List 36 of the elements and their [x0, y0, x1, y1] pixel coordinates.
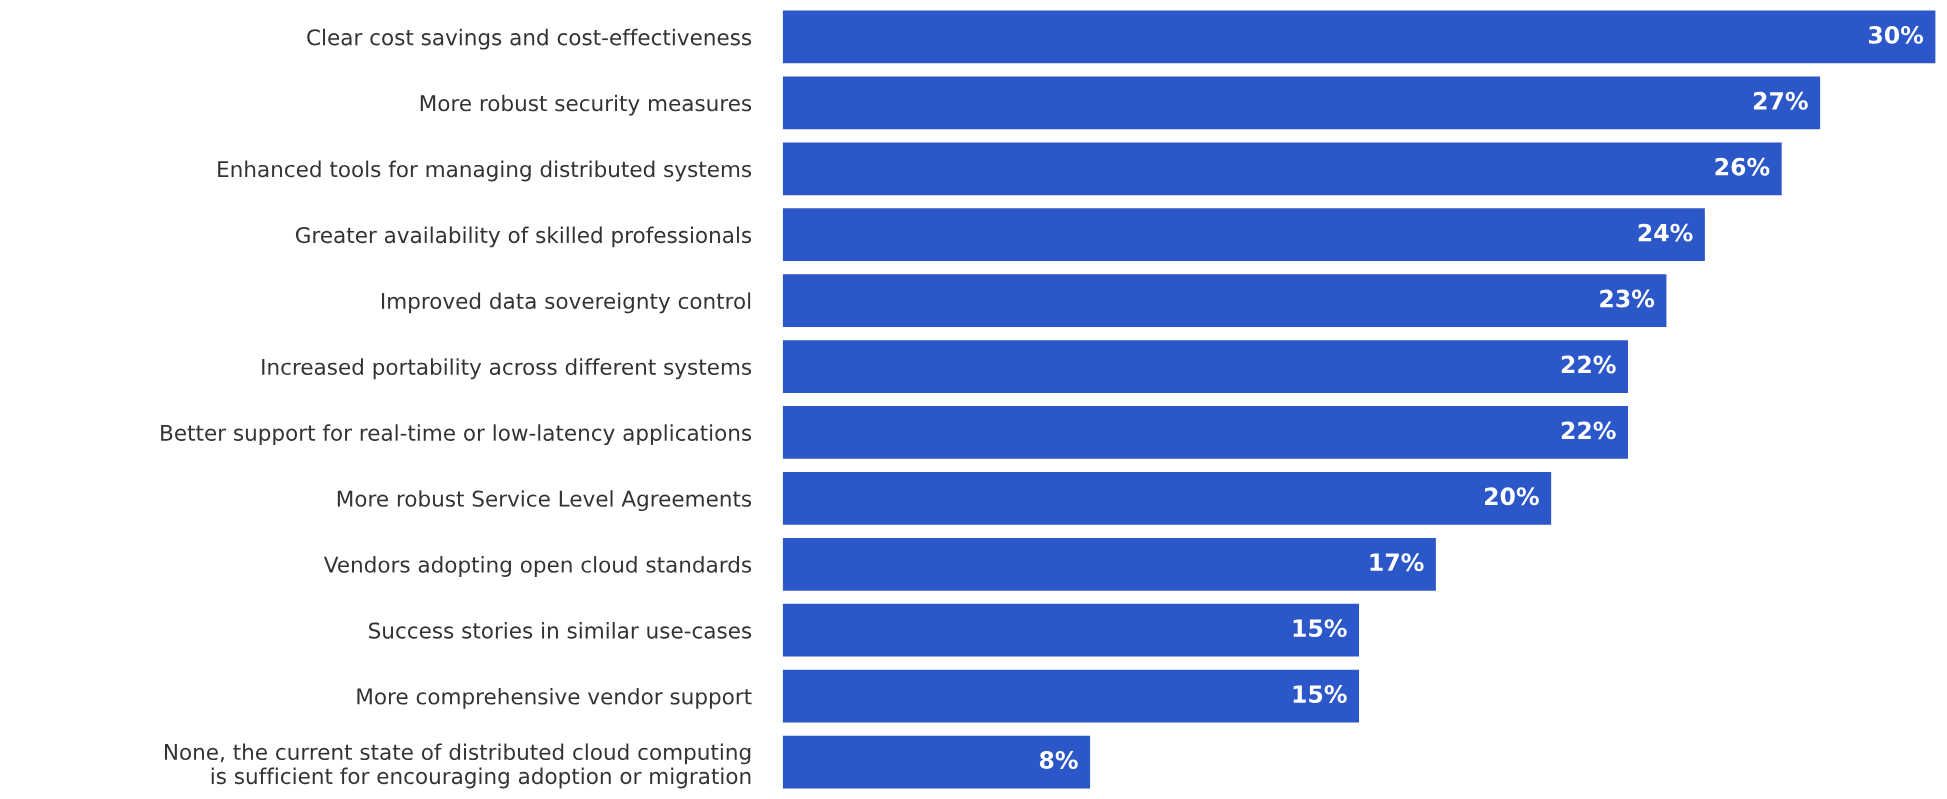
- bar: [782, 76, 1821, 130]
- bar: [782, 274, 1667, 327]
- y-tick-label: Improved data sovereignty control: [381, 292, 751, 314]
- y-tick-label: Greater availability of skilled professionals: [295, 226, 752, 248]
- bar: [782, 208, 1705, 262]
- data-label: 22%: [1561, 421, 1616, 440]
- bar: [782, 10, 1936, 64]
- y-tick-label: Vendors adopting open cloud standards: [323, 556, 752, 577]
- y-tick-label: More robust Service Level Agreements: [337, 490, 752, 512]
- data-label: 15%: [1293, 619, 1347, 638]
- data-label: 17%: [1370, 553, 1424, 572]
- bar: [782, 669, 1360, 723]
- y-tick-label: Enhanced tools for managing distributed systems: [218, 160, 752, 182]
- y-tick-label: Clear cost savings and cost-effectiveness: [307, 28, 752, 50]
- data-label: 15%: [1293, 685, 1347, 703]
- bar: [782, 142, 1782, 196]
- bar: [782, 472, 1552, 525]
- data-label: 8%: [1039, 751, 1078, 769]
- data-label: 23%: [1600, 289, 1655, 308]
- data-label: 30%: [1868, 25, 1924, 44]
- y-tick-label: Better support for real-time or low-latency applications: [161, 424, 752, 446]
- data-label: 26%: [1715, 157, 1770, 176]
- y-tick-label: More robust security measures: [420, 94, 752, 116]
- y-tick-label: More comprehensive vendor support: [357, 687, 752, 709]
- bar: [782, 340, 1629, 393]
- bar: [782, 537, 1436, 591]
- bar: [782, 735, 1091, 789]
- data-label: 22%: [1561, 355, 1616, 374]
- bar: [782, 406, 1629, 459]
- y-tick-label: Success stories in similar use-cases: [369, 622, 752, 639]
- y-tick-label: Increased portability across different systems: [262, 358, 752, 380]
- data-label: 27%: [1753, 91, 1808, 110]
- bar: [782, 603, 1360, 657]
- y-tick-label: None, the current state of distributed cloud computing is sufficient for encouraging adoption or migration: [164, 743, 751, 789]
- data-label: 24%: [1638, 223, 1693, 242]
- data-label: 20%: [1484, 487, 1539, 506]
